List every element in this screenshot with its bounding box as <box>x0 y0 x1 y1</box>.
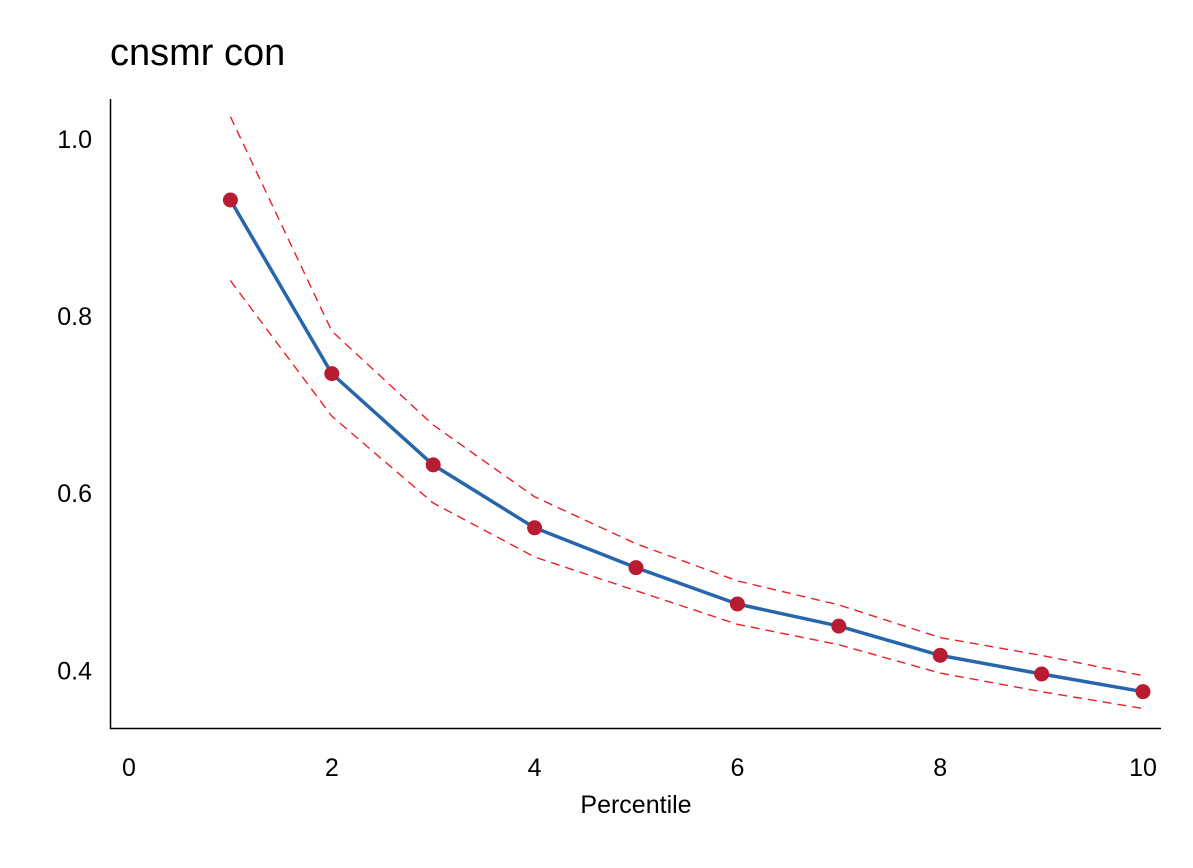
data-point <box>932 647 948 663</box>
y-tick-label: 0.8 <box>57 303 92 331</box>
data-point <box>324 366 340 382</box>
data-point <box>831 618 847 634</box>
data-point <box>527 520 543 536</box>
y-tick-label: 0.6 <box>57 480 92 508</box>
x-tick-label: 6 <box>730 754 744 782</box>
x-tick-label: 4 <box>528 754 542 782</box>
x-tick-label: 2 <box>325 754 339 782</box>
x-tick-label: 8 <box>933 754 947 782</box>
lower-bound-dashed-line <box>229 280 1144 710</box>
series-layer <box>222 116 1151 710</box>
chart-title: cnsmr con <box>110 32 285 74</box>
data-point <box>222 192 238 208</box>
y-tick-label: 0.4 <box>57 657 92 685</box>
x-tick-label: 0 <box>122 754 136 782</box>
x-tick-label: 10 <box>1129 754 1157 782</box>
x-axis-title: Percentile <box>580 791 691 819</box>
upper-bound-dashed-line <box>229 116 1144 677</box>
data-point <box>1135 684 1151 700</box>
y-tick-label: 1.0 <box>57 126 92 154</box>
estimate-line <box>228 199 1144 694</box>
y-tick-labels: 0.4 0.6 0.8 1.0 <box>57 126 92 686</box>
data-point <box>425 457 441 473</box>
data-point <box>729 596 745 612</box>
x-tick-labels: 0 2 4 6 8 10 <box>122 754 1157 782</box>
data-point <box>628 560 644 576</box>
data-point <box>1034 666 1050 682</box>
